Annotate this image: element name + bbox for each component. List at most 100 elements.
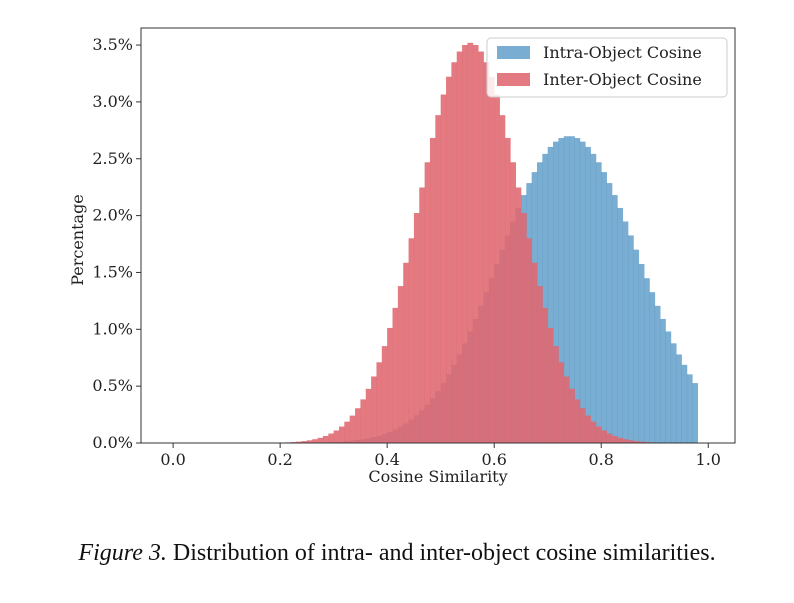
bar [376, 362, 383, 443]
bar [681, 364, 688, 443]
bar [537, 286, 543, 443]
bar [611, 435, 618, 443]
bar [494, 94, 500, 444]
bar [456, 51, 463, 444]
bar [627, 440, 634, 443]
bar [392, 307, 399, 443]
legend-box [486, 37, 728, 98]
bar [595, 162, 602, 444]
bar [579, 408, 586, 443]
bar [638, 263, 645, 443]
bar [526, 238, 533, 443]
bar [633, 249, 640, 443]
bar [371, 376, 377, 443]
bar [306, 440, 313, 443]
bars-layer [280, 42, 698, 444]
bar [531, 262, 538, 443]
bar [349, 415, 356, 443]
bar [547, 146, 554, 443]
bar [510, 162, 516, 443]
bar [333, 430, 340, 443]
bar [644, 278, 650, 443]
bar [569, 136, 575, 444]
bar [360, 399, 367, 443]
bar [499, 115, 506, 444]
bar [654, 305, 661, 443]
series-1 [280, 42, 656, 444]
y-tick-label: 0.5% [92, 376, 133, 395]
bar [301, 441, 308, 443]
bar [558, 138, 565, 444]
bar [638, 441, 645, 443]
bar [627, 235, 634, 443]
bar [569, 388, 575, 443]
x-tick-label: 0.0 [160, 450, 185, 469]
bar [328, 433, 335, 443]
bar [601, 172, 607, 443]
bar [579, 141, 586, 443]
bar [483, 62, 490, 443]
bar [553, 141, 559, 443]
legend-label-intra: Intra-Object Cosine [543, 43, 702, 62]
y-tick-label: 3.0% [92, 92, 133, 111]
bar [606, 433, 613, 443]
bar [403, 262, 409, 443]
bar [520, 213, 527, 443]
bar [686, 374, 693, 443]
bar [451, 62, 458, 443]
bar [611, 195, 618, 443]
bar [424, 162, 431, 443]
y-tick-label: 2.0% [92, 206, 133, 225]
y-tick-label: 2.5% [92, 149, 133, 168]
bar [670, 343, 677, 443]
bar [435, 115, 442, 444]
bar [419, 187, 426, 443]
x-tick-label: 1.0 [696, 450, 721, 469]
bar [446, 76, 452, 443]
bar [365, 388, 372, 443]
bar [590, 421, 597, 443]
bar [660, 318, 666, 443]
bar [462, 44, 468, 444]
bar [692, 383, 698, 443]
bar [558, 362, 565, 443]
bar [563, 376, 570, 443]
bar [472, 44, 479, 444]
y-tick-label: 1.0% [92, 319, 133, 338]
bar [413, 213, 420, 443]
x-axis-ticks: 0.0 0.2 0.4 0.6 0.8 1.0 [160, 443, 721, 469]
x-tick-label: 0.6 [481, 450, 506, 469]
bar [322, 435, 329, 443]
y-tick-label: 0.0% [92, 433, 133, 452]
bar [429, 137, 436, 443]
bar [585, 415, 591, 443]
bar [387, 327, 393, 443]
bar [408, 238, 415, 443]
bar [381, 346, 388, 443]
bar [585, 146, 591, 443]
bar [606, 183, 613, 443]
bar [574, 399, 581, 443]
caption-text: Distribution of intra- and inter-object … [172, 540, 716, 566]
y-axis-label: Percentage [68, 194, 87, 286]
bar [515, 187, 522, 443]
legend-swatch-inter [497, 73, 530, 86]
bar [542, 307, 549, 443]
bar [617, 437, 624, 443]
bar [467, 42, 474, 443]
x-tick-label: 0.2 [267, 450, 292, 469]
bar [478, 51, 484, 444]
bar [504, 137, 511, 443]
bar [622, 439, 629, 443]
bar [542, 153, 549, 443]
bar [622, 221, 629, 443]
bar [312, 439, 318, 443]
bar [590, 153, 597, 443]
bar [601, 430, 607, 443]
bar [339, 426, 345, 443]
bar [563, 136, 570, 444]
y-tick-label: 3.5% [92, 35, 133, 54]
bar [440, 94, 447, 444]
legend-label-inter: Inter-Object Cosine [543, 70, 702, 89]
legend-swatch-intra [497, 46, 530, 59]
